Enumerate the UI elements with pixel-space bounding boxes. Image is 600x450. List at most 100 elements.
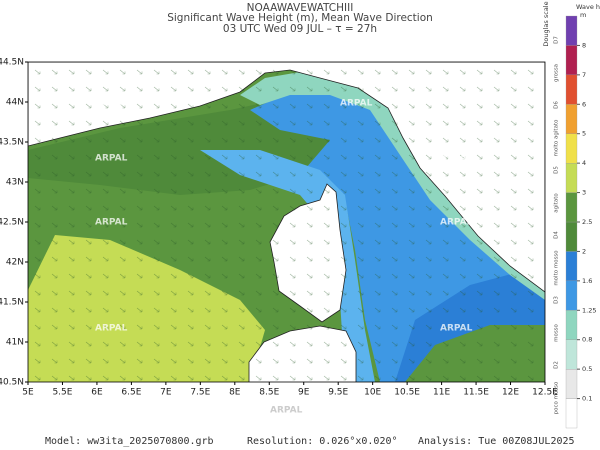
- arrow: [85, 256, 92, 262]
- arrow: [255, 222, 262, 228]
- arrow: [187, 120, 194, 126]
- arrow: [153, 290, 160, 296]
- arrow: [306, 205, 313, 211]
- arrow: [68, 256, 75, 262]
- arrow: [425, 120, 432, 126]
- arrow: [238, 358, 245, 364]
- arrow: [476, 86, 483, 92]
- arrow: [272, 86, 279, 92]
- arrow: [102, 290, 109, 296]
- arrow: [272, 256, 279, 262]
- arrow: [238, 239, 245, 245]
- lat-label: 42N: [6, 258, 24, 268]
- arrow: [153, 358, 160, 364]
- arrow: [221, 375, 228, 381]
- lon-label: 10E: [364, 388, 381, 398]
- lon-label: 9.5E: [328, 388, 348, 398]
- arrow: [221, 171, 228, 177]
- arrow: [391, 103, 398, 109]
- arrow: [374, 86, 381, 92]
- arrow: [425, 103, 432, 109]
- lat-label: 44N: [6, 98, 24, 108]
- arrow: [255, 205, 262, 211]
- arrow: [238, 171, 245, 177]
- arrow: [136, 86, 143, 92]
- arrow: [34, 290, 41, 296]
- arrow: [442, 239, 449, 245]
- arrow: [272, 222, 279, 228]
- arrow: [340, 171, 347, 177]
- arrow: [255, 341, 262, 347]
- arrow: [510, 188, 517, 194]
- arrow: [170, 103, 177, 109]
- arrow: [527, 307, 534, 313]
- arrow: [340, 86, 347, 92]
- arrow: [442, 154, 449, 160]
- arrow: [153, 103, 160, 109]
- arrow: [255, 69, 262, 75]
- arrow: [187, 171, 194, 177]
- arrow: [51, 256, 58, 262]
- arrow: [238, 273, 245, 279]
- arrow: [187, 205, 194, 211]
- watermark: ARPAL: [95, 99, 128, 109]
- arrow: [323, 86, 330, 92]
- arrow: [357, 120, 364, 126]
- arrow: [340, 324, 347, 330]
- colorbar-label: 0.5: [582, 365, 592, 373]
- arrow: [68, 375, 75, 381]
- arrow: [289, 307, 296, 313]
- arrow: [442, 341, 449, 347]
- arrow: [510, 103, 517, 109]
- arrow: [221, 205, 228, 211]
- arrow: [340, 273, 347, 279]
- corsica: [269, 183, 347, 323]
- colorbar-label: 3: [582, 189, 586, 197]
- arrow: [510, 154, 517, 160]
- arrow: [357, 358, 364, 364]
- colorbar-band: [565, 104, 578, 134]
- arrow: [340, 154, 347, 160]
- arrow: [238, 69, 245, 75]
- arrow: [527, 171, 534, 177]
- forecast-time: 03 UTC Wed 09 JUL – τ = 27h: [223, 23, 377, 35]
- arrow: [374, 290, 381, 296]
- arrow: [391, 188, 398, 194]
- arrow: [510, 341, 517, 347]
- arrow: [459, 239, 466, 245]
- colorbar-label: 8: [582, 41, 586, 49]
- arrow: [306, 86, 313, 92]
- arrow: [527, 69, 534, 75]
- arrow: [153, 239, 160, 245]
- arrow: [442, 188, 449, 194]
- arrow: [136, 69, 143, 75]
- arrow: [357, 154, 364, 160]
- arrow: [85, 324, 92, 330]
- arrow: [170, 188, 177, 194]
- arrow: [153, 273, 160, 279]
- arrow: [255, 86, 262, 92]
- arrow: [323, 307, 330, 313]
- arrow: [306, 120, 313, 126]
- colorbar-label: 1.6: [582, 277, 592, 285]
- arrow: [204, 375, 211, 381]
- arrow: [476, 171, 483, 177]
- watermarks: ARPAL ARPAL ARPAL ARPAL ARPAL ARPAL ARPAL ARPAL: [95, 99, 473, 334]
- arrow: [187, 375, 194, 381]
- arrow: [340, 188, 347, 194]
- arrow: [476, 239, 483, 245]
- arrow: [476, 137, 483, 143]
- arrow: [289, 324, 296, 330]
- arrow: [493, 137, 500, 143]
- arrow: [170, 120, 177, 126]
- arrow: [51, 307, 58, 313]
- arrow: [204, 222, 211, 228]
- arrow: [238, 188, 245, 194]
- colorbar-band: [565, 162, 578, 193]
- arrow: [306, 103, 313, 109]
- arrow: [255, 290, 262, 296]
- arrow: [119, 256, 126, 262]
- arrow: [408, 103, 415, 109]
- arrow: [272, 154, 279, 160]
- arrow: [323, 103, 330, 109]
